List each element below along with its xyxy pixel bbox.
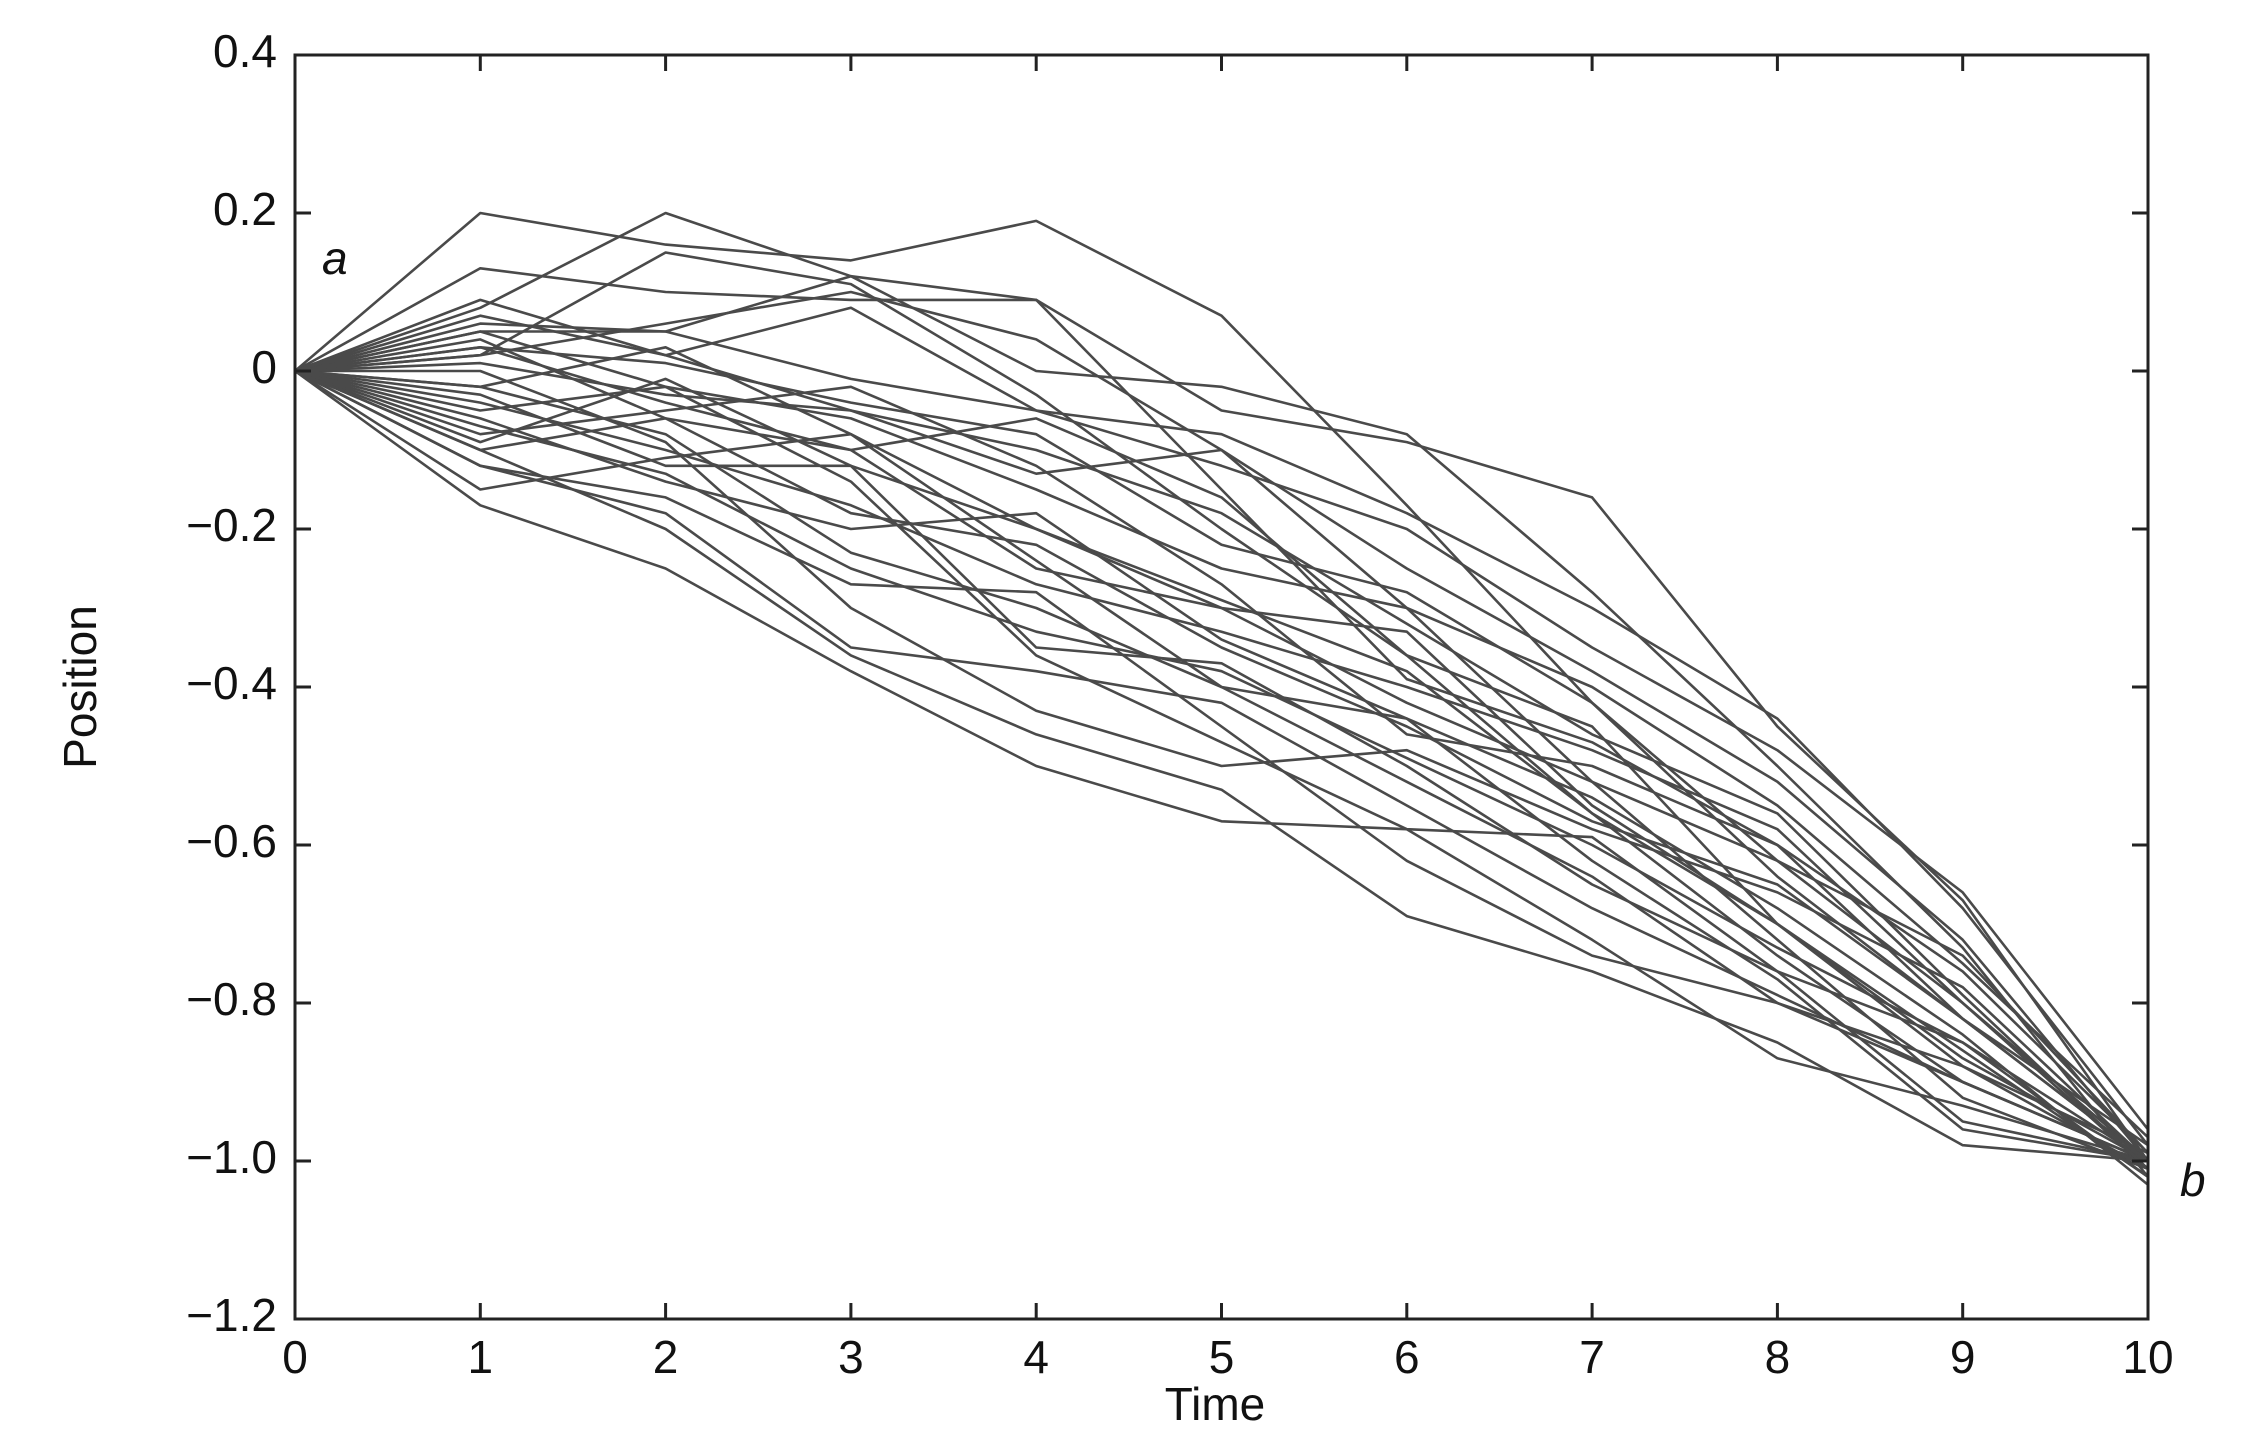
data-line: [294, 369, 2149, 1163]
data-line: [294, 338, 2149, 1178]
annotation: b: [2180, 1154, 2206, 1206]
x-tick-label: 5: [1209, 1331, 1235, 1383]
y-tick-label: 0.2: [213, 183, 277, 235]
x-tick-label: 7: [1579, 1331, 1605, 1383]
data-line: [294, 369, 2149, 1178]
x-tick-label: 0: [282, 1331, 308, 1383]
y-tick-label: 0.4: [213, 25, 277, 77]
data-line: [294, 369, 2149, 1163]
data-line: [294, 369, 2149, 1170]
y-tick-label: −0.4: [186, 657, 277, 709]
data-line: [294, 361, 2149, 1170]
y-tick-label: −0.6: [186, 815, 277, 867]
annotation: a: [322, 232, 348, 284]
x-tick-label: 6: [1394, 1331, 1420, 1383]
x-axis-label: Time: [1165, 1378, 1266, 1430]
data-line: [294, 267, 2149, 1147]
data-line: [294, 346, 2149, 1163]
y-tick-label: −0.2: [186, 499, 277, 551]
x-tick-label: 8: [1765, 1331, 1791, 1383]
y-axis-label: Position: [54, 605, 106, 769]
data-line: [294, 369, 2149, 1163]
x-tick-label: 9: [1950, 1331, 1976, 1383]
data-line: [294, 369, 2149, 1163]
y-tick-label: −0.8: [186, 973, 277, 1025]
data-line: [294, 251, 2149, 1155]
x-tick-label: 2: [653, 1331, 679, 1383]
x-tick-label: 10: [2122, 1331, 2173, 1383]
y-tick-label: −1.0: [186, 1131, 277, 1183]
data-line: [294, 274, 2150, 1178]
data-line: [294, 290, 2149, 1162]
data-line: [294, 306, 2150, 1131]
x-tick-label: 3: [838, 1331, 864, 1383]
x-tick-label: 1: [468, 1331, 494, 1383]
data-line: [294, 322, 2150, 1147]
data-line: [294, 369, 2149, 1171]
data-line: [294, 369, 2149, 1163]
data-line: [294, 330, 2149, 1163]
data-line: [294, 211, 2149, 1162]
data-line: [294, 346, 2149, 1163]
x-tick-label: 4: [1023, 1331, 1049, 1383]
y-tick-label: −1.2: [186, 1289, 277, 1341]
y-tick-label: 0: [251, 341, 277, 393]
data-line: [294, 211, 2150, 1162]
data-line: [294, 369, 2149, 1163]
